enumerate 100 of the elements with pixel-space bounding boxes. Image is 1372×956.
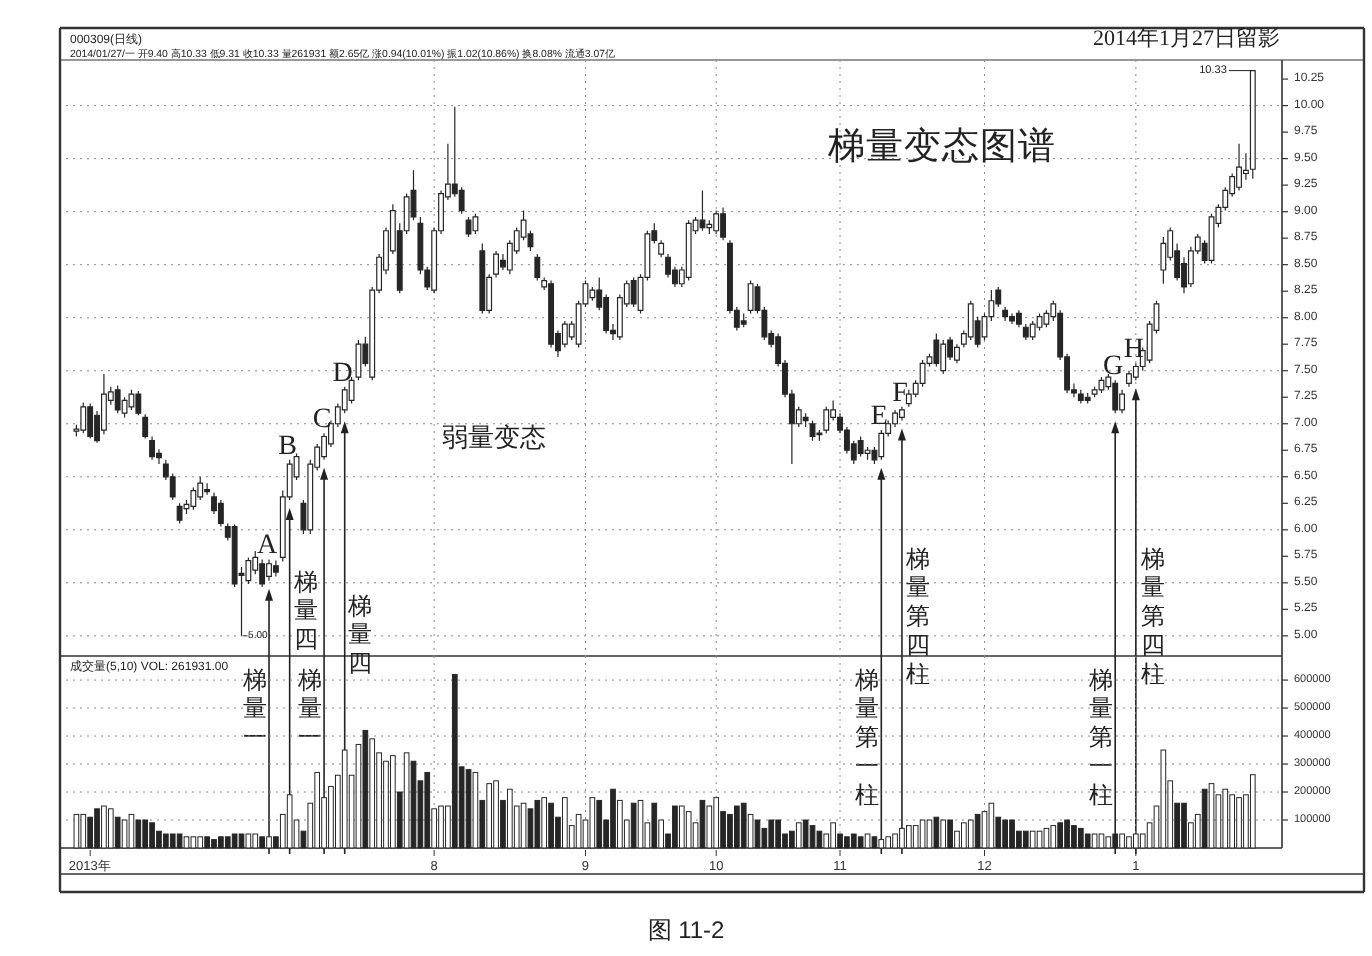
bar (685, 811, 692, 849)
annotation: 梯量第一柱 (1087, 665, 1114, 809)
candlestick (1036, 312, 1043, 332)
bar (816, 830, 823, 849)
bar (1105, 836, 1112, 849)
bar (809, 825, 816, 849)
bar (706, 805, 713, 849)
bar (699, 799, 706, 849)
candlestick (747, 279, 754, 315)
bar (424, 771, 431, 849)
annotation: F (892, 378, 909, 409)
annotation: 梯量第四柱 (1138, 544, 1165, 688)
bar (1029, 830, 1036, 849)
bar (107, 808, 114, 849)
annotation: 弱量变态 (442, 422, 546, 452)
candlestick (472, 213, 479, 235)
candlestick (1029, 320, 1036, 341)
bar (238, 833, 245, 849)
bar (1181, 802, 1187, 849)
bar (919, 819, 926, 849)
annotation: A (256, 531, 279, 562)
bar (1236, 797, 1242, 849)
candlestick (176, 502, 183, 525)
bar (1201, 788, 1208, 849)
annotation: B (278, 431, 298, 462)
bar (933, 816, 940, 849)
bar (802, 819, 809, 849)
bar (1126, 836, 1132, 849)
candlestick (1043, 309, 1050, 328)
bar (472, 771, 479, 849)
annotation: 梯量第四柱 (903, 544, 930, 688)
bar (761, 827, 768, 849)
bar (211, 839, 217, 849)
candlestick (713, 210, 720, 235)
bar (672, 805, 678, 849)
bar (1050, 825, 1057, 849)
candlestick (128, 389, 135, 411)
candlestick (266, 558, 272, 582)
bar (899, 827, 905, 849)
candlestick (630, 276, 637, 308)
bar (204, 836, 210, 849)
bar (1002, 819, 1008, 849)
bar (727, 813, 733, 849)
candlestick (135, 390, 142, 416)
candlestick (802, 412, 809, 428)
bar (128, 813, 135, 849)
bar (1249, 774, 1256, 849)
bar (575, 813, 582, 849)
bar (988, 802, 995, 849)
bar (1208, 783, 1215, 849)
bar (176, 833, 183, 849)
bar (314, 771, 321, 849)
subtitle: 2014年1月27日留影 (1093, 27, 1280, 51)
candlestick (809, 419, 816, 442)
bar (183, 836, 190, 849)
candlestick (534, 253, 541, 282)
bar (768, 819, 775, 849)
candlestick (1077, 389, 1084, 405)
bar (734, 805, 740, 849)
bar (981, 811, 988, 849)
candlestick (204, 482, 211, 496)
bar (892, 833, 898, 849)
bar (94, 808, 100, 849)
bar (1160, 749, 1167, 849)
bar (885, 836, 892, 849)
candlestick (740, 312, 747, 328)
bar (252, 833, 259, 849)
bar (541, 797, 548, 849)
bar (857, 836, 864, 849)
bar (850, 833, 857, 849)
bar (527, 808, 534, 849)
candlestick (1084, 392, 1091, 405)
bar (383, 760, 389, 849)
bar (864, 833, 871, 849)
candlestick (892, 409, 898, 428)
bar (1071, 825, 1077, 849)
bar (451, 673, 458, 849)
bar (795, 822, 802, 849)
candlestick (967, 300, 974, 341)
candlestick (1002, 306, 1009, 322)
bar (871, 836, 878, 849)
bar (169, 833, 176, 849)
bar (967, 819, 974, 849)
bar (218, 836, 224, 849)
bar (73, 813, 80, 849)
candlestick (259, 558, 266, 588)
bar (562, 797, 568, 849)
bar (1077, 827, 1084, 849)
bar (142, 819, 149, 849)
candlestick (685, 219, 692, 282)
bar (121, 819, 128, 849)
bar (259, 836, 265, 849)
bar (740, 802, 747, 849)
caption: 图 11-2 (647, 916, 726, 944)
annotation: D (332, 358, 353, 389)
bar (1112, 833, 1119, 849)
bar (486, 783, 493, 849)
bar (630, 802, 637, 849)
bar (678, 805, 685, 849)
bar (947, 819, 953, 849)
